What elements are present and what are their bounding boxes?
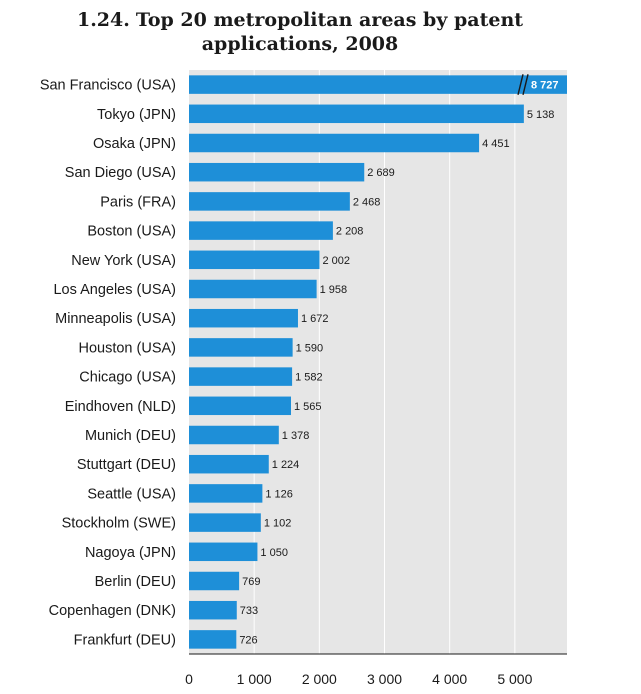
value-label: 1 582 — [295, 372, 323, 384]
bar — [189, 600, 237, 620]
category-label: Stockholm (SWE) — [62, 516, 176, 532]
value-label: 1 565 — [294, 401, 322, 413]
bar — [189, 75, 567, 94]
axis-break-mark — [517, 74, 529, 96]
value-label: 2 468 — [353, 196, 381, 208]
value-label: 1 126 — [265, 488, 293, 500]
value-label: 1 378 — [282, 430, 310, 442]
bar — [189, 630, 237, 649]
value-label: 5 138 — [527, 109, 555, 121]
value-label: 8 727 — [531, 80, 559, 92]
value-label: 1 224 — [272, 459, 300, 471]
bar — [189, 542, 258, 562]
value-label: 726 — [239, 634, 257, 646]
x-tick-label: 3 000 — [367, 671, 402, 687]
bar — [189, 396, 291, 416]
category-label: Tokyo (JPN) — [97, 107, 176, 123]
value-label: 2 689 — [367, 167, 395, 179]
value-label: 1 590 — [296, 342, 324, 354]
value-label: 1 050 — [260, 547, 288, 559]
category-label: Munich (DEU) — [85, 428, 176, 444]
bars — [189, 74, 567, 649]
x-tick-label: 0 — [185, 671, 193, 687]
plot-background — [189, 70, 567, 654]
bar — [189, 133, 480, 153]
value-label: 4 451 — [482, 138, 510, 150]
category-label: Los Angeles (USA) — [53, 282, 176, 298]
bar — [189, 221, 333, 240]
category-label: San Diego (USA) — [65, 165, 176, 181]
bar — [189, 162, 365, 182]
bar — [189, 367, 293, 386]
x-tick-label: 5 000 — [497, 671, 532, 687]
bar — [189, 308, 298, 328]
bar — [189, 279, 317, 299]
category-label: Berlin (DEU) — [95, 574, 176, 590]
figure-title: Top 20 metropolitan areas by patent appl… — [135, 9, 524, 55]
value-label: 769 — [242, 576, 260, 588]
bar — [189, 454, 269, 474]
bar — [189, 425, 279, 445]
figure-number: 1.24. — [76, 9, 130, 31]
bar — [189, 571, 240, 591]
chart-title: 1.24. Top 20 metropolitan areas by patent… — [20, 8, 580, 56]
category-label: San Francisco (USA) — [40, 78, 176, 94]
value-label: 1 672 — [301, 313, 329, 325]
category-label: Houston (USA) — [78, 340, 176, 356]
category-label: Frankfurt (DEU) — [74, 632, 176, 648]
value-label: 733 — [240, 605, 258, 617]
category-label: Copenhagen (DNK) — [49, 603, 176, 619]
category-label: Stuttgart (DEU) — [77, 457, 176, 473]
category-label: Nagoya (JPN) — [85, 545, 176, 561]
category-label: Boston (USA) — [87, 224, 176, 240]
category-label: Osaka (JPN) — [93, 136, 176, 152]
x-axis: 0 1 000 2 000 3 000 4 000 5 000 — [185, 653, 567, 687]
category-label: Minneapolis (USA) — [55, 311, 176, 327]
value-label: 1 102 — [264, 518, 292, 530]
value-label: 2 208 — [336, 226, 364, 238]
category-label: New York (USA) — [71, 253, 176, 269]
value-label: 2 002 — [322, 255, 350, 267]
x-tick-label: 1 000 — [237, 671, 272, 687]
bar — [189, 338, 293, 357]
category-labels: San Francisco (USA) Tokyo (JPN) Osaka (JPN… — [40, 78, 176, 649]
category-label: Chicago (USA) — [79, 370, 176, 386]
bar — [189, 513, 261, 532]
value-label: 1 958 — [320, 284, 348, 296]
category-label: Seattle (USA) — [87, 486, 176, 502]
x-tick-label: 2 000 — [302, 671, 337, 687]
bar — [189, 484, 263, 503]
bar — [189, 250, 320, 270]
bar — [189, 192, 350, 211]
category-label: Eindhoven (NLD) — [65, 399, 176, 415]
bar — [189, 104, 524, 124]
x-tick-label: 4 000 — [432, 671, 467, 687]
category-label: Paris (FRA) — [100, 194, 176, 210]
value-labels: 8 727 5 138 4 451 2 689 2 468 2 208 2 002 1 958… — [239, 80, 558, 647]
